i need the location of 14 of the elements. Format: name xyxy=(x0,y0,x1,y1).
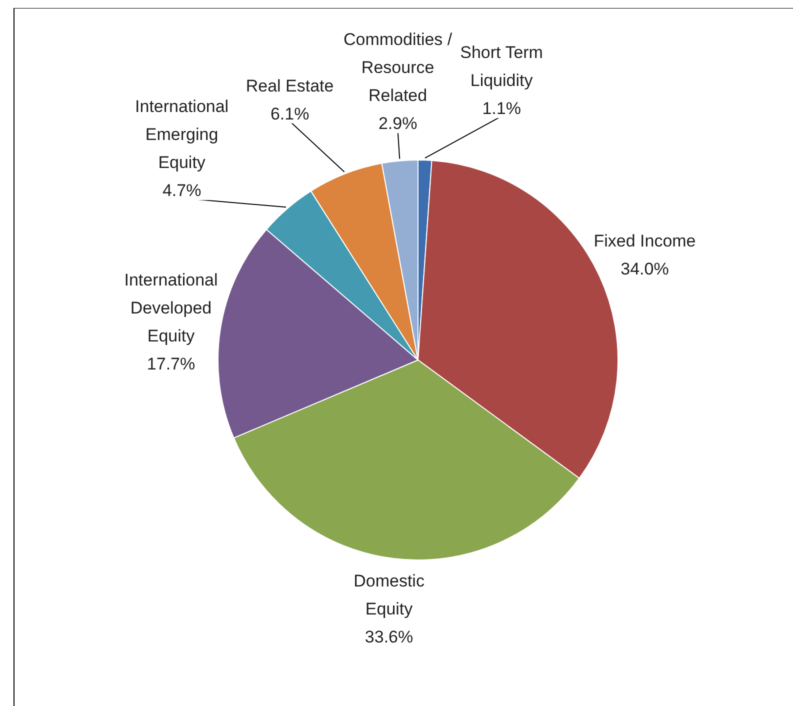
slice-label: Short Term Liquidity xyxy=(460,43,543,90)
data-label: 33.6% xyxy=(364,627,414,646)
slice-label: Real Estate xyxy=(246,76,334,96)
slice-label: International Emerging Equity xyxy=(135,97,229,172)
data-label: 2.9% xyxy=(378,114,418,134)
slice-label: Commodities / Resource Related xyxy=(344,30,452,106)
data-label: 17.7% xyxy=(146,354,196,374)
slice-label: International Developed Equity xyxy=(124,270,218,346)
data-label: 1.1% xyxy=(482,99,521,118)
data-label: 4.7% xyxy=(162,181,202,200)
slice-label: Fixed Income xyxy=(594,232,696,251)
slice-label: Domestic Equity xyxy=(354,571,425,618)
data-label: 6.1% xyxy=(270,104,310,124)
data-label: 34.0% xyxy=(620,260,669,279)
